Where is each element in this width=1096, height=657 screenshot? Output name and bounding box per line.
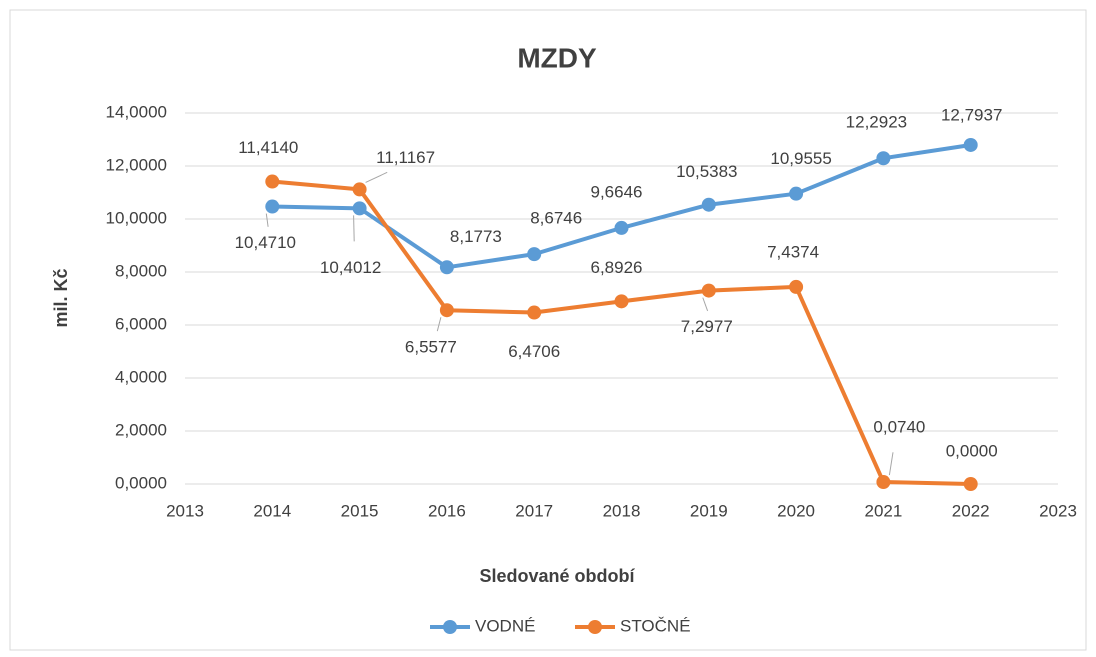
marker: [701, 197, 716, 212]
y-tick-label: 2,0000: [115, 420, 167, 439]
leader-line: [436, 317, 442, 332]
x-tick-label: 2023: [1039, 501, 1077, 520]
marker: [614, 220, 629, 235]
legend-marker: [443, 620, 457, 634]
marker: [876, 475, 891, 490]
data-label: 10,5383: [676, 162, 737, 181]
chart-border: [9, 9, 1087, 651]
y-axis-label: mil. Kč: [51, 268, 71, 327]
chart-title: MZDY: [517, 42, 597, 73]
data-label: 10,9555: [770, 149, 831, 168]
x-axis-label: Sledované období: [479, 566, 635, 586]
data-label: 12,2923: [846, 113, 907, 132]
data-label: 6,4706: [508, 342, 560, 361]
marker: [265, 199, 280, 214]
marker: [701, 283, 716, 298]
x-tick-label: 2013: [166, 501, 204, 520]
data-label: 0,0000: [946, 441, 998, 460]
leader-line: [888, 452, 894, 476]
x-tick-label: 2019: [690, 501, 728, 520]
data-label: 0,0740: [873, 418, 925, 437]
x-tick-label: 2022: [952, 501, 990, 520]
legend-label: VODNÉ: [475, 616, 535, 635]
marker: [527, 305, 542, 320]
data-label: 11,4140: [238, 138, 298, 157]
y-tick-label: 8,0000: [115, 261, 167, 280]
marker: [527, 247, 542, 262]
marker: [876, 151, 891, 166]
marker: [963, 477, 978, 491]
x-tick-label: 2017: [515, 501, 553, 520]
marker: [963, 137, 978, 152]
data-label: 7,2977: [681, 317, 733, 336]
data-label: 6,5577: [405, 338, 457, 357]
data-label: 12,7937: [941, 105, 1002, 124]
x-tick-label: 2021: [864, 501, 902, 520]
data-label: 6,8926: [591, 258, 643, 277]
data-label: 8,1773: [450, 227, 502, 246]
leader-line: [365, 171, 388, 183]
leader-line: [353, 215, 355, 242]
marker: [352, 182, 367, 197]
marker: [789, 279, 804, 294]
y-tick-label: 10,0000: [106, 208, 167, 227]
data-label: 10,4012: [320, 258, 381, 277]
y-tick-label: 6,0000: [115, 314, 167, 333]
marker: [789, 186, 804, 201]
marker: [614, 294, 629, 309]
x-tick-label: 2015: [341, 501, 379, 520]
data-label: 8,6746: [530, 209, 582, 228]
y-tick-label: 14,0000: [106, 102, 167, 121]
marker: [265, 174, 280, 189]
y-tick-label: 4,0000: [115, 367, 167, 386]
legend-label: STOČNÉ: [620, 616, 691, 635]
y-tick-label: 0,0000: [115, 473, 167, 492]
data-label: 7,4374: [767, 242, 819, 261]
data-label: 10,4710: [235, 233, 296, 252]
marker: [439, 260, 454, 275]
marker: [439, 303, 454, 318]
x-tick-label: 2016: [428, 501, 466, 520]
legend-marker: [588, 620, 602, 634]
leader-line: [702, 297, 709, 312]
leader-line: [265, 213, 269, 227]
y-tick-label: 12,0000: [106, 155, 167, 174]
x-tick-label: 2014: [253, 501, 291, 520]
data-label: 11,1167: [376, 148, 435, 167]
x-tick-label: 2018: [603, 501, 641, 520]
marker: [352, 201, 367, 216]
x-tick-label: 2020: [777, 501, 815, 520]
data-label: 9,6646: [591, 182, 643, 201]
